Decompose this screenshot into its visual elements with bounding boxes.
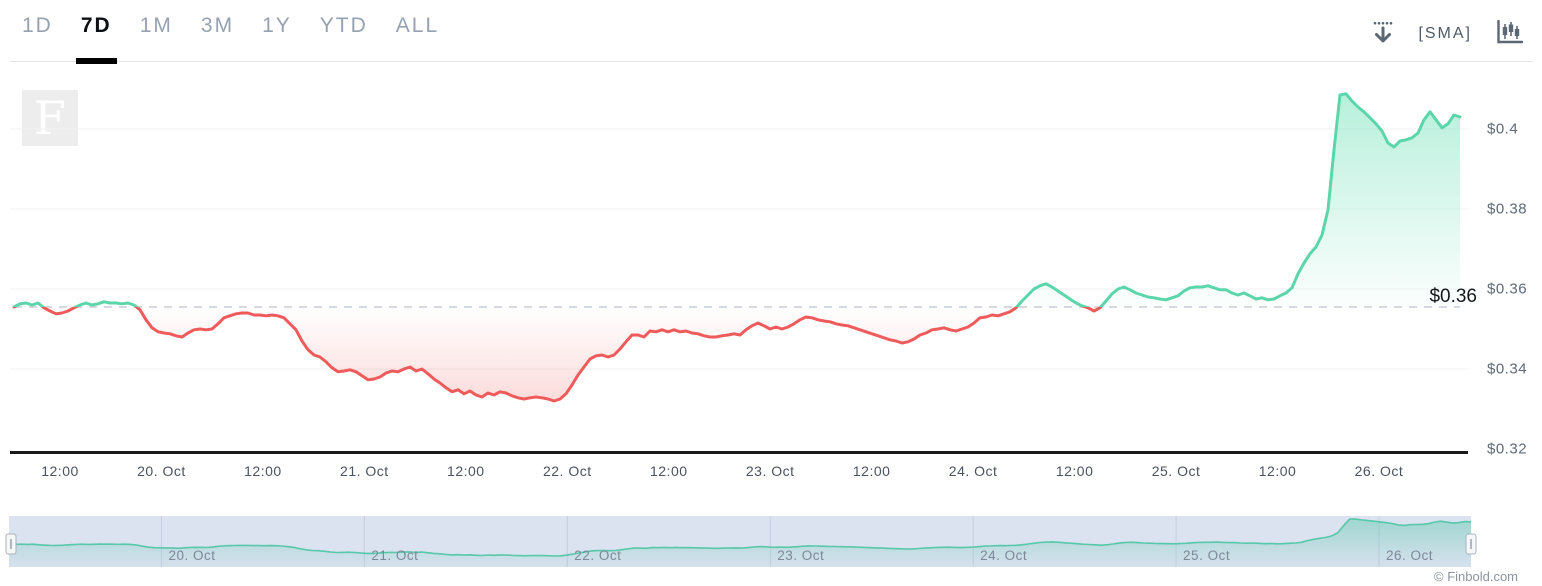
- x-axis-label: 12:00: [244, 463, 282, 479]
- range-tab-3m[interactable]: 3M: [201, 12, 234, 40]
- range-tab-7d[interactable]: 7D: [75, 12, 117, 64]
- navigator-day-label: 23. Oct: [777, 548, 825, 563]
- navigator-day-label: 20. Oct: [168, 548, 216, 563]
- x-axis-label: 20. Oct: [137, 463, 186, 479]
- range-selector: 1D 7D 1M 3M 1Y YTD ALL: [22, 12, 439, 64]
- threshold-price-label: $0.36: [1429, 286, 1477, 307]
- x-axis-label: 12:00: [1055, 463, 1094, 479]
- area-fill-above: [14, 93, 1460, 307]
- navigator-day-label: 24. Oct: [980, 548, 1028, 563]
- x-axis-label: 25. Oct: [1151, 463, 1201, 479]
- navigator-day-label: 21. Oct: [371, 548, 419, 563]
- y-axis-label: $0.34: [1487, 360, 1528, 378]
- copyright-credit: © Finbold.com: [1434, 569, 1518, 584]
- x-axis-label: 12:00: [447, 463, 485, 479]
- download-icon: [1372, 21, 1394, 48]
- chart-type-button[interactable]: [1496, 19, 1524, 48]
- x-axis-label: 24. Oct: [948, 463, 998, 479]
- x-axis-label: 26. Oct: [1354, 463, 1404, 479]
- range-tab-1d[interactable]: 1D: [22, 12, 53, 40]
- x-axis-label: 22. Oct: [542, 463, 592, 479]
- download-button[interactable]: [1372, 21, 1394, 48]
- navigator-line: [8, 518, 1472, 557]
- navigator-area-fill: [9, 519, 1471, 567]
- range-tab-1y[interactable]: 1Y: [262, 12, 292, 40]
- navigator-day-label: 26. Oct: [1385, 548, 1433, 563]
- x-axis-label: 21. Oct: [340, 463, 389, 479]
- plot-area[interactable]: [14, 70, 1460, 452]
- y-axis-label: $0.4: [1487, 120, 1519, 138]
- toolbar-divider: [10, 61, 1532, 62]
- x-axis-line: [10, 451, 1468, 454]
- range-tab-1m[interactable]: 1M: [140, 12, 173, 40]
- price-line-below-threshold: [12, 307, 1103, 403]
- x-axis-label: 12:00: [1258, 463, 1297, 479]
- navigator-day-label: 25. Oct: [1183, 548, 1231, 563]
- x-axis-label: 12:00: [649, 463, 688, 479]
- range-tab-ytd[interactable]: YTD: [320, 12, 368, 40]
- navigator-handle-left[interactable]: [5, 533, 17, 555]
- y-axis-label: $0.36: [1487, 280, 1528, 298]
- candlestick-chart-icon: [1496, 19, 1524, 48]
- y-axis-label: $0.38: [1487, 200, 1528, 218]
- x-axis-label: 12:00: [41, 463, 79, 479]
- price-line-above-threshold: [12, 92, 1462, 307]
- chart-tools: [SMA]: [1372, 12, 1524, 48]
- navigator-handle-right[interactable]: [1465, 533, 1477, 555]
- navigator-day-label: 22. Oct: [574, 548, 622, 563]
- finbold-watermark: F: [22, 90, 78, 146]
- x-axis-label: 12:00: [852, 463, 891, 479]
- y-axis-label: $0.32: [1487, 440, 1528, 458]
- watermark-letter: F: [34, 95, 66, 141]
- chart-toolbar: 1D 7D 1M 3M 1Y YTD ALL: [22, 12, 1524, 64]
- sma-indicator-button[interactable]: [SMA]: [1418, 25, 1472, 42]
- range-tab-all[interactable]: ALL: [396, 12, 439, 40]
- navigator-track[interactable]: [9, 516, 1471, 567]
- x-axis-label: 23. Oct: [745, 463, 795, 479]
